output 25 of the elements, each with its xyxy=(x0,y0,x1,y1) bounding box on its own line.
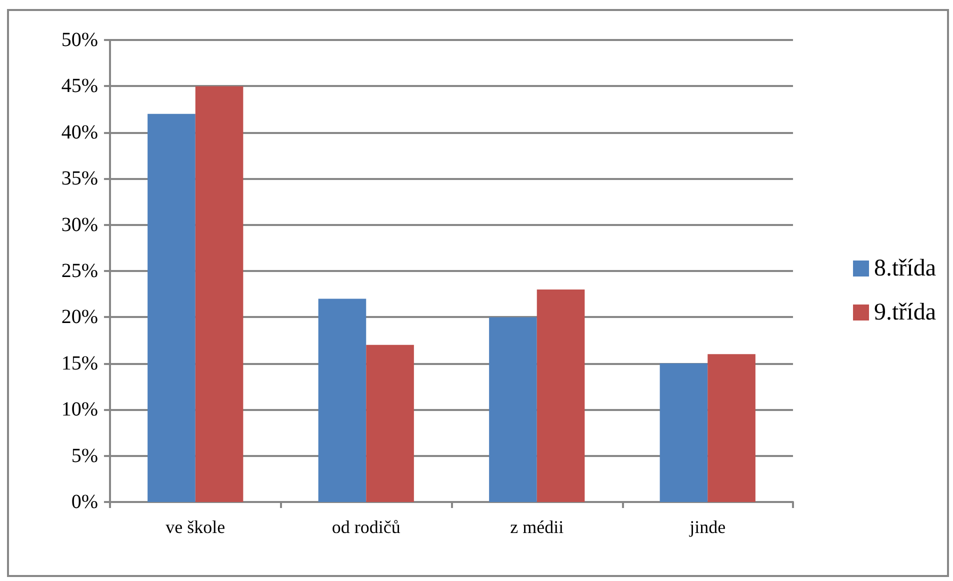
y-tick-label: 40% xyxy=(61,121,98,144)
bar xyxy=(148,114,196,502)
bar xyxy=(536,289,585,502)
x-tick-label: jinde xyxy=(688,517,726,537)
x-tick-label: ve škole xyxy=(166,517,226,537)
y-tick-label: 5% xyxy=(71,444,98,467)
x-tick-label: od rodičů xyxy=(332,517,400,537)
y-tick-label: 35% xyxy=(61,168,98,190)
y-tick-label: 10% xyxy=(61,398,98,421)
bar xyxy=(708,354,756,502)
bar xyxy=(195,86,244,502)
y-tick-label: 50% xyxy=(61,29,98,51)
y-tick-label: 0% xyxy=(71,491,98,513)
y-tick-label: 45% xyxy=(61,75,98,98)
bar xyxy=(660,363,708,502)
y-tick-label: 20% xyxy=(61,306,98,328)
y-tick-label: 25% xyxy=(61,260,98,282)
y-tick-label: 30% xyxy=(61,214,98,236)
legend-label: 9.třída xyxy=(874,300,936,326)
y-tick-label: 15% xyxy=(61,352,98,374)
legend-label: 8.třída xyxy=(874,256,936,282)
bar xyxy=(366,344,414,502)
bar xyxy=(489,317,537,502)
bar xyxy=(318,298,366,502)
x-tick-label: z médii xyxy=(510,517,564,537)
